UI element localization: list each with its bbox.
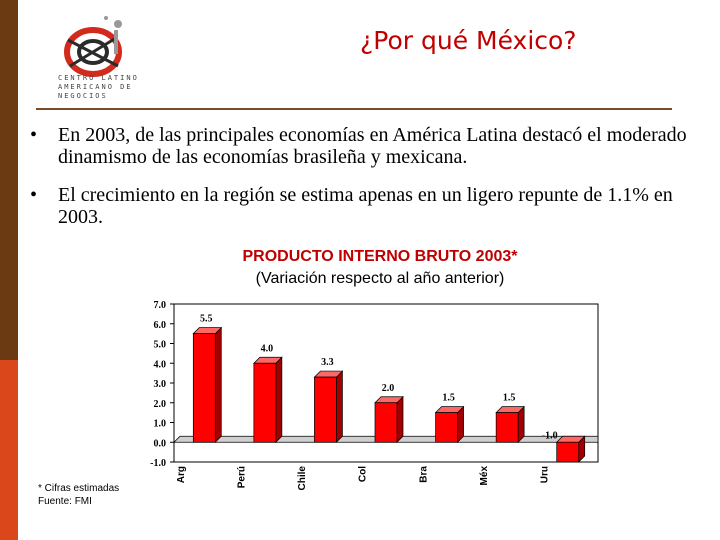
bullet-item: • El crecimiento en la región se estima … [30,184,700,228]
y-tick-label: 7.0 [154,300,167,311]
page-title: ¿Por qué México? [360,26,577,55]
left-accent-bar-light [0,360,18,540]
x-tick-label: Perú [237,466,248,488]
y-tick-label: -1.0 [150,458,166,469]
chart-subtitle: (Variación respecto al año anterior) [255,270,505,287]
bar [374,402,398,443]
bar-value-label: 2.0 [382,383,395,394]
bar-side [396,395,404,444]
y-tick-label: 5.0 [154,340,167,351]
x-tick-label: Uru [539,466,550,483]
bullet-list: • En 2003, de las principales economías … [30,124,700,244]
bar-value-label: 1.5 [503,393,515,404]
bar [192,333,216,443]
y-tick-label: 3.0 [154,379,167,390]
bar-value-label: 5.5 [200,314,213,325]
left-accent-bar-dark [0,0,18,360]
bar-side [275,356,283,444]
gdp-bar-chart: 7.0 6.0 5.0 4.0 3.0 2.0 1.0 0.0 -1.0 5.5 Arg 4.0 Per… [150,300,599,490]
x-tick-label: Bra [418,466,429,483]
y-tick-label: 0.0 [154,438,167,449]
bar-side [336,370,343,444]
bar [495,412,519,443]
y-tick-label: 6.0 [154,320,167,331]
bullet-text: El crecimiento en la región se estima ap… [58,184,673,228]
bullet-dot: • [30,124,38,146]
y-tick-label: 1.0 [154,419,167,430]
bar [314,376,337,443]
bar-side [214,326,222,444]
logo-text: CENTRO LATINO AMERICANO DE NEGOCIOS [58,74,139,100]
bar [435,412,458,443]
bar-value-label: 4.0 [261,343,274,354]
title-divider [36,108,672,110]
bar-value-label: 3.3 [321,357,334,368]
x-tick-label: Méx [479,466,490,486]
footnote-source: Fuente: FMI [38,496,92,507]
footnotes: * Cifras estimadas Fuente: FMI [38,482,119,508]
bar-value-label: 1.5 [442,393,455,404]
chart-title: PRODUCTO INTERNO BRUTO 2003* [242,248,518,265]
bullet-dot: • [30,184,38,206]
bar [253,362,277,443]
y-tick-label: 4.0 [154,359,167,370]
x-tick-label: Arg [176,466,187,483]
bar-value-label: -1.0 [542,430,558,441]
bar [556,441,580,463]
bullet-item: • En 2003, de las principales economías … [30,124,700,168]
x-tick-label: Chile [297,466,308,490]
company-logo [64,16,122,77]
footnote-estimates: * Cifras estimadas [38,483,120,494]
y-tick-label: 2.0 [154,399,167,410]
bullet-text: En 2003, de las principales economías en… [58,124,687,168]
x-tick-label: Col [358,466,369,482]
